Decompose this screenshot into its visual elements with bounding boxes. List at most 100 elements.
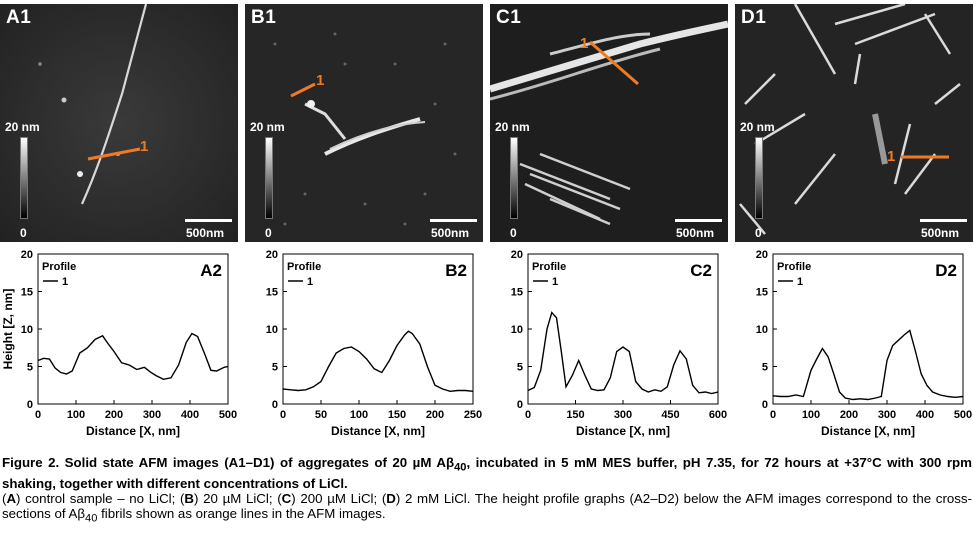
x-tick-label: 100 (350, 409, 368, 421)
profile-mark: 1 (887, 148, 896, 165)
x-tick-label: 100 (802, 409, 820, 421)
legend-title: Profile (532, 261, 566, 273)
afm-image-a1: A1 1 20 nm 0 500nm (0, 4, 238, 242)
afm-image-d1: D1 1 20 nm 0 500nm (735, 4, 973, 242)
y-tick-label: 20 (756, 249, 768, 261)
figure-caption: Figure 2. Solid state AFM images (A1–D1)… (2, 455, 972, 526)
scale-bar (920, 219, 967, 222)
colorbar-max: 20 nm (495, 120, 530, 134)
y-tick-label: 20 (511, 249, 523, 261)
x-tick-label: 450 (661, 409, 679, 421)
y-tick-label: 10 (511, 324, 523, 336)
legend-entry: 1 (552, 276, 558, 288)
chart-panel-label: D2 (935, 261, 957, 280)
x-axis-label: Distance [X, nm] (86, 424, 180, 438)
height-colorbar (265, 137, 273, 219)
x-tick-label: 0 (770, 409, 776, 421)
legend-entry: 1 (797, 276, 803, 288)
chart-panel-label: C2 (690, 261, 712, 280)
x-tick-label: 500 (954, 409, 972, 421)
y-tick-label: 5 (762, 362, 768, 374)
y-tick-label: 5 (27, 362, 33, 374)
x-tick-label: 600 (709, 409, 727, 421)
y-tick-label: 0 (762, 399, 768, 411)
afm-surface-b1 (245, 4, 483, 242)
y-tick-label: 15 (266, 287, 278, 299)
y-tick-label: 10 (756, 324, 768, 336)
x-axis-label: Distance [X, nm] (821, 424, 915, 438)
legend-title: Profile (287, 261, 321, 273)
height-profile-chart-b2: 0 50 100 150 200 250 0 5 10 15 20 Distance [X, nm] B… (266, 249, 482, 438)
colorbar-min: 0 (510, 226, 517, 240)
legend-entry: 1 (62, 276, 68, 288)
x-tick-label: 0 (525, 409, 531, 421)
afm-panel-label: D1 (741, 7, 767, 28)
x-tick-label: 150 (388, 409, 406, 421)
scale-bar (675, 219, 722, 222)
x-tick-label: 100 (67, 409, 85, 421)
chart-panel-label: B2 (445, 261, 467, 280)
y-tick-label: 5 (517, 362, 523, 374)
caption-body: (A) control sample – no LiCl; (B) 20 µM … (2, 490, 972, 525)
profile-mark: 1 (580, 35, 589, 52)
scale-bar-label: 500nm (921, 226, 960, 240)
x-tick-label: 300 (878, 409, 896, 421)
scale-bar (185, 219, 232, 222)
colorbar-max: 20 nm (250, 120, 285, 134)
scale-bar-label: 500nm (186, 226, 225, 240)
y-tick-label: 20 (21, 249, 33, 261)
y-tick-label: 15 (21, 287, 33, 299)
y-tick-label: 15 (756, 287, 768, 299)
profile-mark: 1 (316, 72, 325, 89)
y-tick-label: 10 (266, 324, 278, 336)
x-tick-label: 500 (219, 409, 237, 421)
afm-image-b1: B1 1 20 nm 0 500nm (245, 4, 483, 242)
y-axis-label: Height [Z, nm] (1, 289, 15, 370)
x-axis-label: Distance [X, nm] (331, 424, 425, 438)
colorbar-max: 20 nm (5, 120, 40, 134)
y-tick-label: 0 (27, 399, 33, 411)
x-tick-label: 200 (840, 409, 858, 421)
scale-bar-label: 500nm (431, 226, 470, 240)
scale-bar (430, 219, 477, 222)
afm-surface-d1 (735, 4, 973, 242)
colorbar-min: 0 (265, 226, 272, 240)
height-profile-chart-a2: 0 100 200 300 400 500 0 5 10 15 20 Distance [X, nm]… (1, 249, 237, 438)
series-line (37, 332, 229, 381)
legend-entry: 1 (307, 276, 313, 288)
height-colorbar (755, 137, 763, 219)
x-tick-label: 300 (614, 409, 632, 421)
x-tick-label: 200 (105, 409, 123, 421)
caption-title: Figure 2. Solid state AFM images (A1–D1)… (2, 455, 972, 491)
height-profile-chart-c2: 0 150 300 450 600 0 5 10 15 20 Distance [X, nm] C2 P… (511, 249, 727, 438)
legend-title: Profile (777, 261, 811, 273)
x-tick-label: 50 (315, 409, 327, 421)
height-colorbar (20, 137, 28, 219)
y-tick-label: 5 (272, 362, 278, 374)
series-line (527, 311, 719, 395)
legend-title: Profile (42, 261, 76, 273)
afm-surface-c1 (490, 4, 728, 242)
y-tick-label: 10 (21, 324, 33, 336)
height-colorbar (510, 137, 518, 219)
afm-surface-a1 (0, 4, 238, 242)
height-profile-chart-d2: 0 100 200 300 400 500 0 5 10 15 20 Distance [X, nm]… (756, 249, 972, 438)
series-line (772, 329, 964, 401)
x-tick-label: 150 (566, 409, 584, 421)
y-tick-label: 20 (266, 249, 278, 261)
afm-panel-label: C1 (496, 7, 522, 28)
x-tick-label: 200 (426, 409, 444, 421)
series-line (282, 330, 474, 393)
x-axis-label: Distance [X, nm] (576, 424, 670, 438)
profile-mark: 1 (140, 138, 149, 155)
y-tick-label: 15 (511, 287, 523, 299)
afm-panel-label: A1 (6, 7, 32, 28)
colorbar-max: 20 nm (740, 120, 775, 134)
x-tick-label: 0 (35, 409, 41, 421)
y-tick-label: 0 (272, 399, 278, 411)
x-tick-label: 400 (181, 409, 199, 421)
x-tick-label: 250 (464, 409, 482, 421)
chart-panel-label: A2 (200, 261, 222, 280)
colorbar-min: 0 (20, 226, 27, 240)
afm-panel-label: B1 (251, 7, 277, 28)
